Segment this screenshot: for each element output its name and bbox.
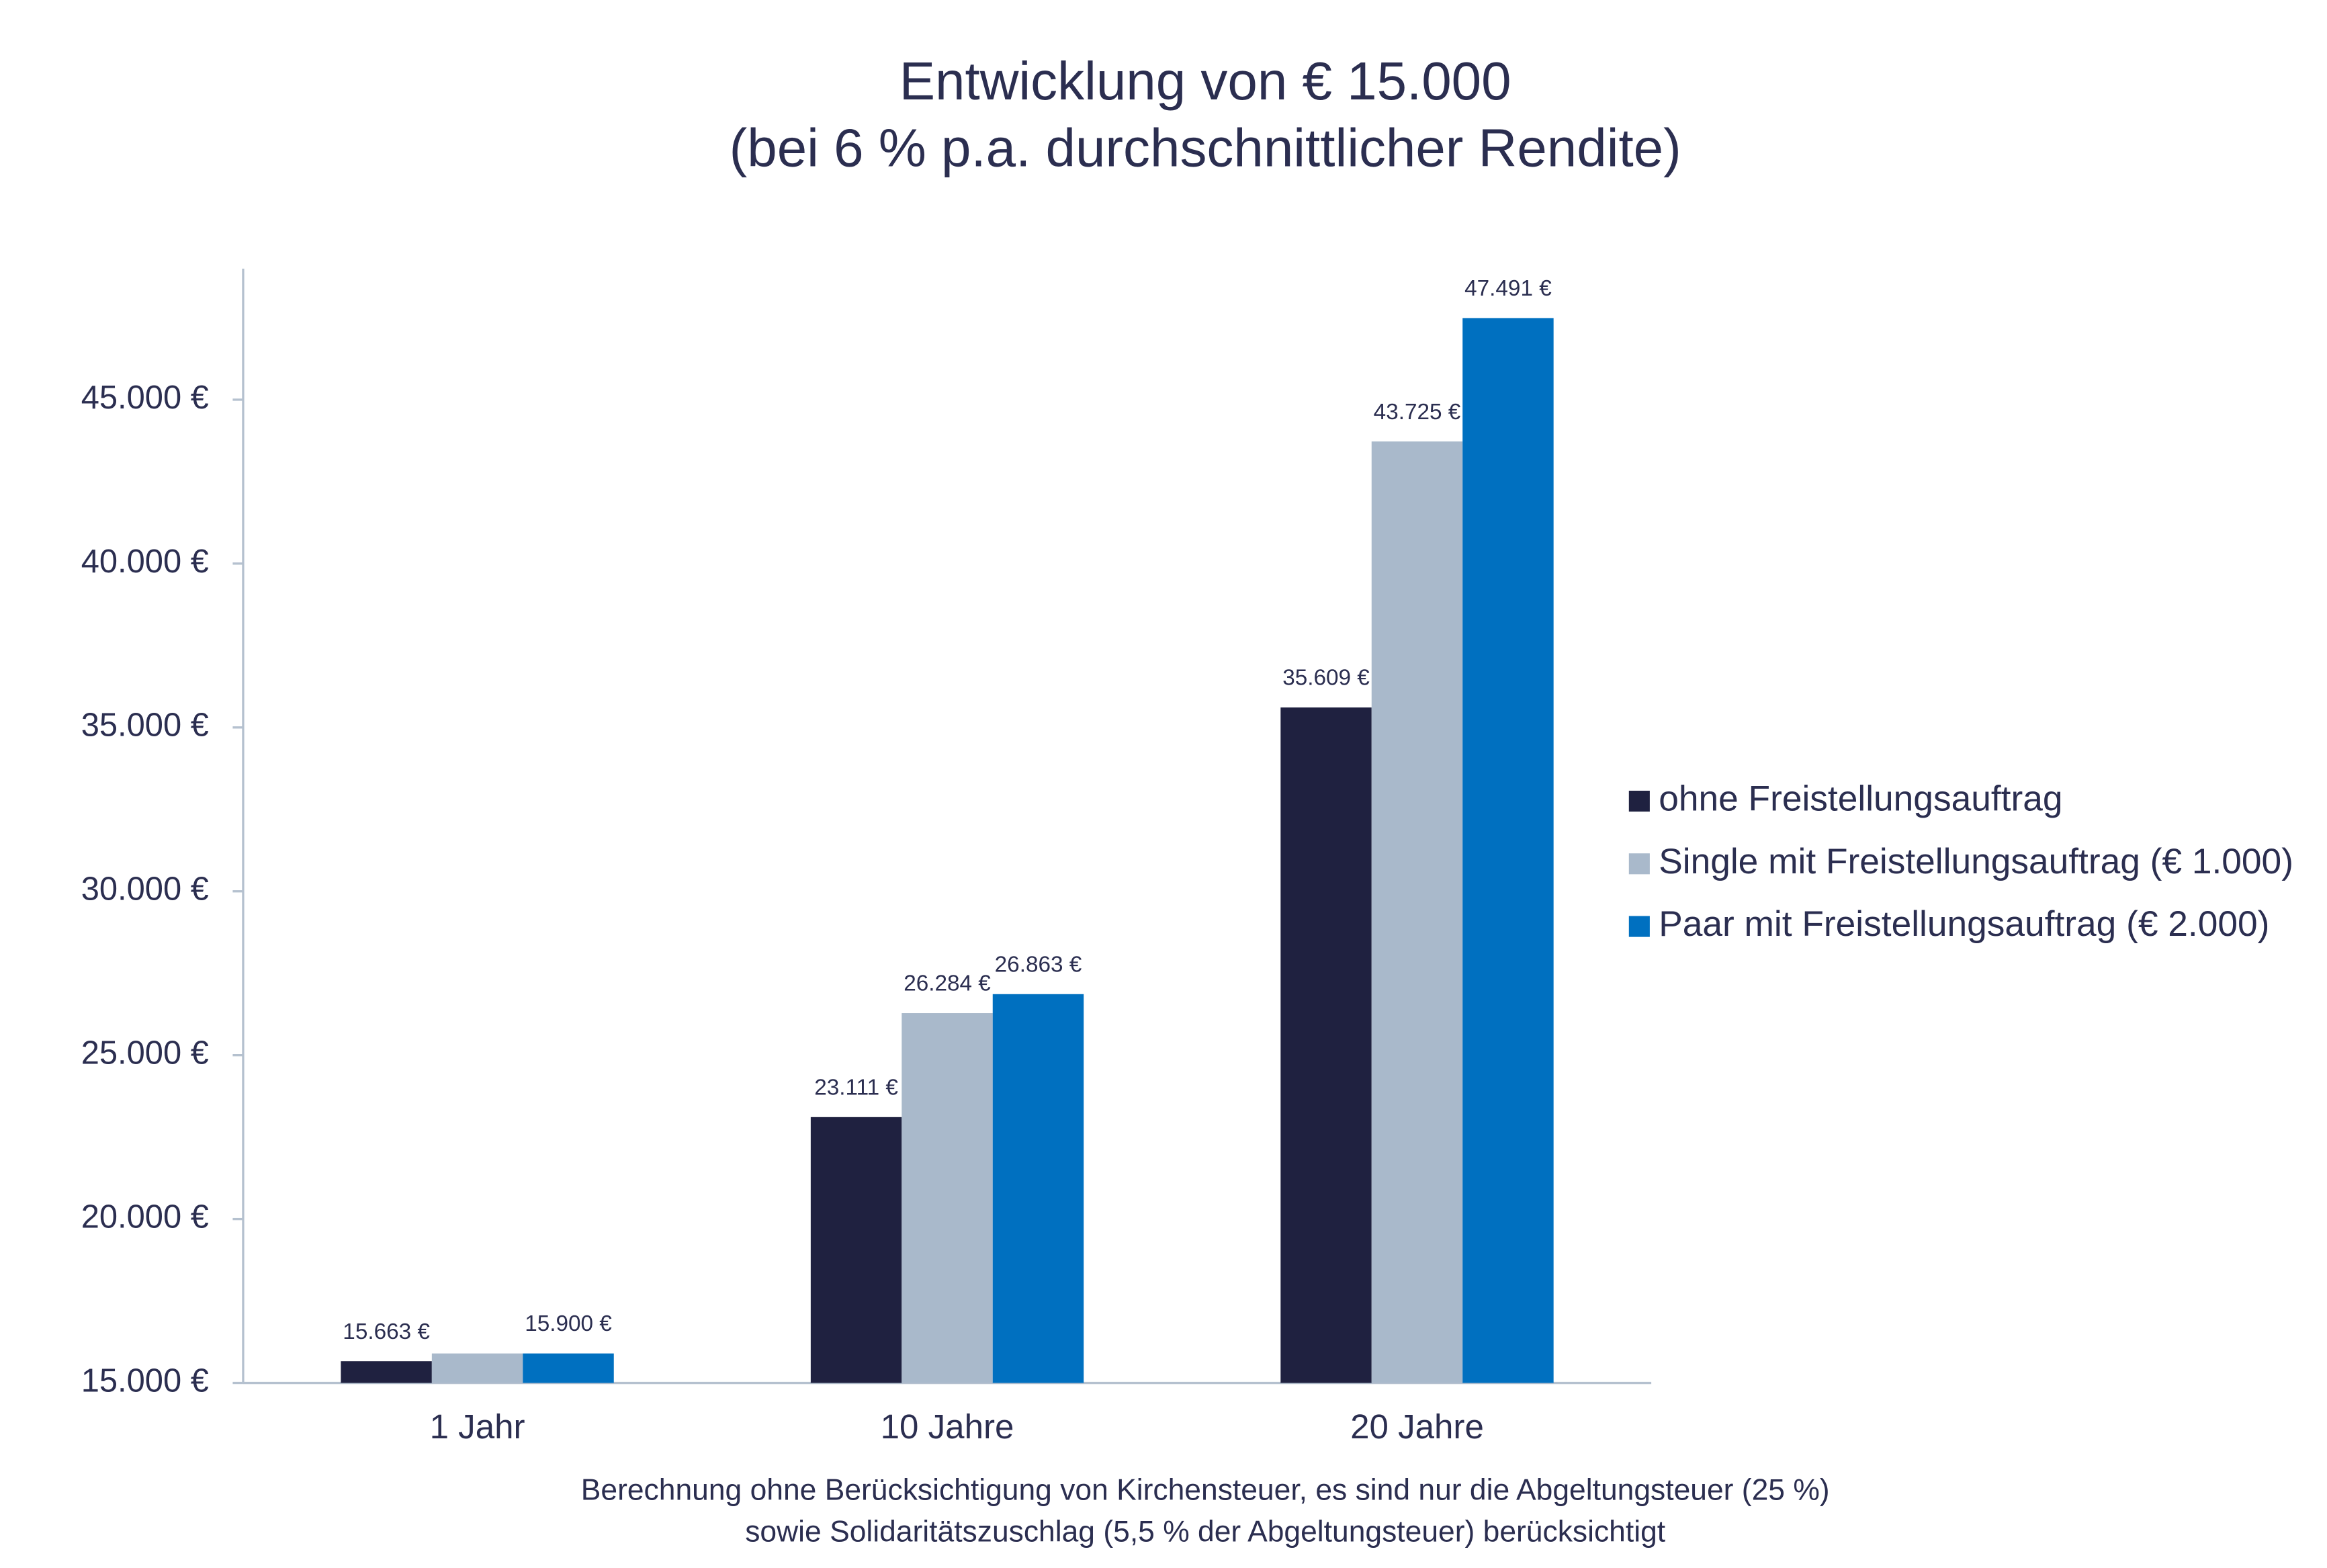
- data-label: 15.900 €: [525, 1311, 612, 1336]
- y-tick-label: 25.000 €: [81, 1035, 209, 1072]
- legend-swatch: [1628, 916, 1650, 937]
- data-label: 43.725 €: [1374, 400, 1461, 425]
- y-tick-label: 45.000 €: [81, 380, 209, 416]
- y-tick-label: 35.000 €: [81, 707, 209, 744]
- footnote: Berechnung ohne Berücksichtigung von Kir…: [581, 1473, 1830, 1506]
- y-tick-label: 20.000 €: [81, 1199, 209, 1235]
- legend-label: Single mit Freistellungsauftrag (€ 1.000…: [1659, 842, 2293, 881]
- x-tick-label: 1 Jahr: [430, 1407, 525, 1446]
- legend-swatch: [1628, 790, 1650, 812]
- data-label: 23.111 €: [814, 1075, 898, 1100]
- chart-title: Entwicklung von € 15.000: [899, 51, 1511, 111]
- y-tick-label: 40.000 €: [81, 543, 209, 580]
- bar: [341, 1361, 432, 1383]
- legend-swatch: [1628, 853, 1650, 875]
- data-label: 26.284 €: [904, 971, 991, 996]
- bar: [1462, 318, 1554, 1383]
- data-label: 26.863 €: [995, 952, 1082, 977]
- bar: [1371, 441, 1463, 1383]
- data-label: 35.609 €: [1282, 666, 1370, 691]
- bar: [902, 1013, 993, 1383]
- footnote: sowie Solidaritätszuschlag (5,5 % der Ab…: [745, 1516, 1666, 1549]
- bar: [810, 1117, 902, 1383]
- bar: [1280, 707, 1372, 1383]
- legend-label: ohne Freistellungsauftrag: [1659, 779, 2062, 819]
- bar: [992, 994, 1084, 1383]
- y-tick-label: 15.000 €: [81, 1362, 209, 1399]
- bar: [431, 1353, 523, 1383]
- legend-label: Paar mit Freistellungsauftrag (€ 2.000): [1659, 904, 2269, 944]
- x-tick-label: 10 Jahre: [881, 1407, 1014, 1446]
- chart-subtitle: (bei 6 % p.a. durchschnittlicher Rendite…: [730, 118, 1681, 178]
- data-label: 15.663 €: [343, 1319, 430, 1344]
- y-tick-label: 30.000 €: [81, 871, 209, 908]
- bar: [523, 1353, 614, 1383]
- x-tick-label: 20 Jahre: [1350, 1407, 1484, 1446]
- data-label: 47.491 €: [1464, 276, 1552, 301]
